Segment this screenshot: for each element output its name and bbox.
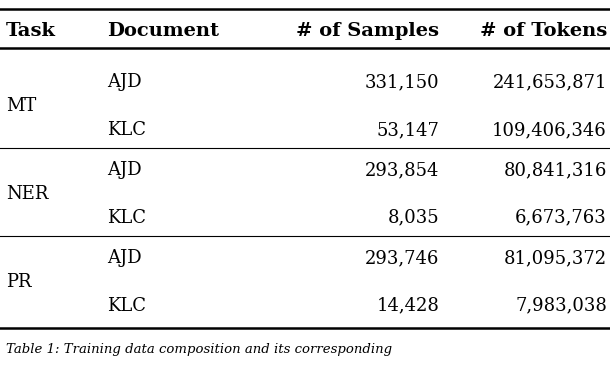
Text: NER: NER [6, 185, 48, 203]
Text: 81,095,372: 81,095,372 [504, 249, 607, 267]
Text: KLC: KLC [107, 296, 146, 315]
Text: 293,854: 293,854 [365, 161, 439, 179]
Text: 80,841,316: 80,841,316 [504, 161, 607, 179]
Text: PR: PR [6, 273, 32, 291]
Text: # of Samples: # of Samples [296, 22, 439, 40]
Text: 109,406,346: 109,406,346 [492, 121, 607, 139]
Text: 241,653,871: 241,653,871 [492, 73, 607, 92]
Text: Task: Task [6, 22, 56, 40]
Text: 6,673,763: 6,673,763 [515, 209, 607, 227]
Text: # of Tokens: # of Tokens [479, 22, 607, 40]
Text: AJD: AJD [107, 249, 142, 267]
Text: 331,150: 331,150 [365, 73, 439, 92]
Text: Document: Document [107, 22, 219, 40]
Text: 293,746: 293,746 [365, 249, 439, 267]
Text: 8,035: 8,035 [387, 209, 439, 227]
Text: Table 1: Training data composition and its corresponding: Table 1: Training data composition and i… [6, 343, 392, 356]
Text: 53,147: 53,147 [376, 121, 439, 139]
Text: KLC: KLC [107, 209, 146, 227]
Text: KLC: KLC [107, 121, 146, 139]
Text: 7,983,038: 7,983,038 [515, 296, 607, 315]
Text: 14,428: 14,428 [376, 296, 439, 315]
Text: AJD: AJD [107, 73, 142, 92]
Text: MT: MT [6, 97, 37, 115]
Text: AJD: AJD [107, 161, 142, 179]
